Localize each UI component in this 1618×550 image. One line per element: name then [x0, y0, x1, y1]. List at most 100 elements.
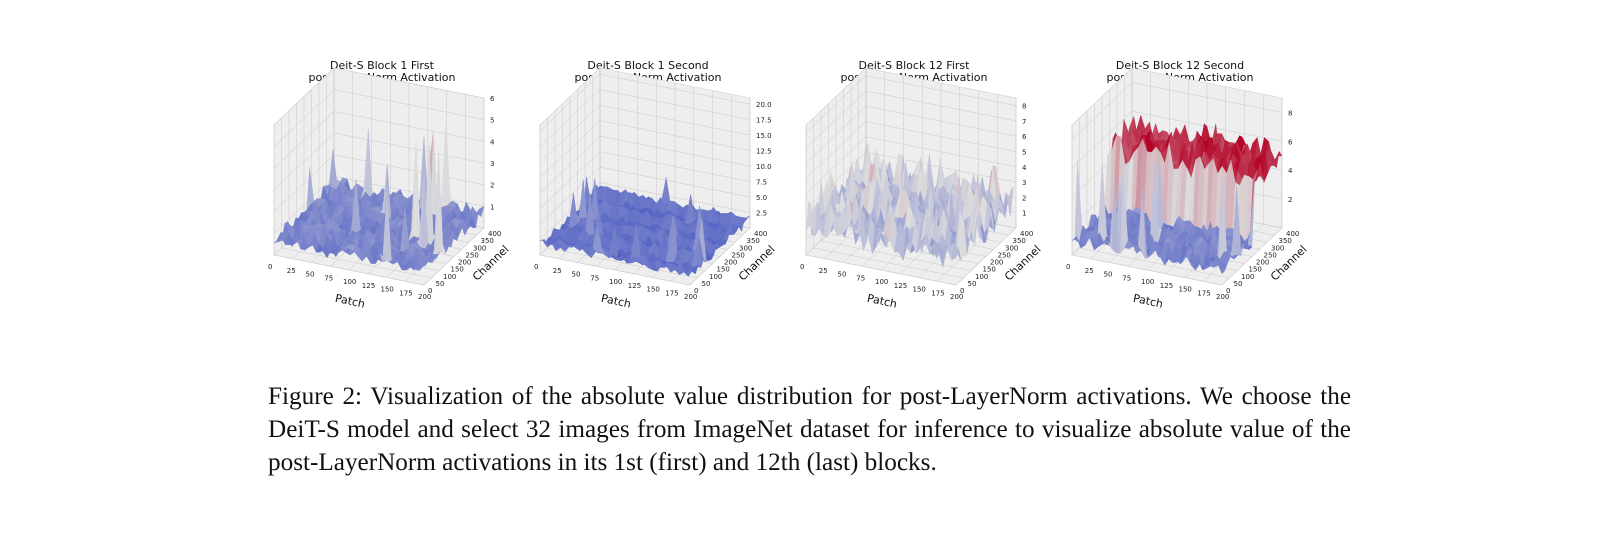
surface [805, 142, 1017, 268]
panel-title-line1: Deit-S Block 1 First [330, 59, 434, 72]
x-tick-label: 25 [819, 267, 828, 275]
panel-title-line1: Deit-S Block 1 Second [587, 59, 709, 72]
y-tick-label: 200 [1256, 259, 1269, 267]
z-tick-label: 6 [1288, 138, 1293, 146]
x-tick-label: 175 [665, 289, 678, 297]
z-tick-label: 6 [490, 95, 495, 103]
y-tick-label: 50 [702, 280, 711, 288]
z-tick-label: 3 [490, 160, 494, 168]
y-tick-label: 0 [694, 287, 698, 295]
x-tick-label: 75 [324, 274, 333, 282]
x-axis-label: Patch [866, 292, 898, 311]
y-tick-label: 300 [739, 244, 752, 252]
y-tick-label: 100 [443, 273, 456, 281]
panel-title-line1: Deit-S Block 12 Second [1115, 59, 1245, 72]
x-tick-label: 100 [875, 278, 888, 286]
y-tick-label: 100 [975, 273, 988, 281]
z-tick-label: 1 [1022, 210, 1026, 218]
y-tick-label: 50 [436, 280, 445, 288]
figure-caption: Figure 2: Visualization of the absolute … [268, 383, 1351, 476]
y-tick-label: 0 [1226, 287, 1230, 295]
y-tick-label: 350 [1279, 237, 1292, 245]
y-tick-label: 300 [1005, 244, 1018, 252]
x-tick-label: 175 [399, 289, 412, 297]
y-tick-label: 150 [717, 266, 730, 274]
y-tick-label: 250 [998, 251, 1011, 259]
x-tick-label: 0 [1066, 263, 1070, 271]
x-tick-label: 200 [418, 293, 431, 301]
z-tick-label: 20.0 [756, 101, 772, 109]
y-tick-label: 0 [428, 287, 432, 295]
y-tick-label: 250 [466, 251, 479, 259]
x-tick-label: 0 [534, 263, 538, 271]
surface-facet [685, 268, 693, 277]
z-tick-label: 10.0 [756, 163, 772, 171]
z-tick-label: 8 [1022, 103, 1026, 111]
z-tick-label: 12.5 [756, 148, 772, 156]
surface-plot-canvas: 0 25 50 75 100 125 150 175 200050100150200250300… [268, 67, 512, 311]
surface [539, 176, 751, 277]
x-tick-label: 75 [856, 274, 865, 282]
surface [1071, 114, 1283, 275]
z-tick-label: 5 [1022, 149, 1026, 157]
surface-plot-block12-first: Deit-S Block 12 First post-LayerNorm Act… [764, 52, 1064, 362]
surface-plot-block1-first: Deit-S Block 1 First post-LayerNorm Acti… [232, 52, 532, 362]
x-tick-label: 50 [306, 271, 315, 279]
y-tick-label: 0 [960, 287, 964, 295]
x-tick-label: 100 [609, 278, 622, 286]
z-tick-label: 3 [1022, 179, 1026, 187]
x-axis-label: Patch [600, 292, 632, 311]
x-tick-label: 200 [950, 293, 963, 301]
x-tick-label: 125 [628, 282, 641, 290]
surface-plot-canvas: 0 25 50 75 100 125 150 175 200050100150200250300… [534, 67, 778, 311]
x-tick-label: 175 [1197, 289, 1210, 297]
surface-plot-block1-second: Deit-S Block 1 Second post-LayerNorm Act… [498, 52, 798, 362]
z-tick-label: 4 [1288, 167, 1293, 175]
surface-facet [1217, 263, 1225, 275]
y-tick-label: 50 [1234, 280, 1243, 288]
x-tick-label: 125 [894, 282, 907, 290]
y-tick-label: 400 [754, 230, 767, 238]
z-tick-label: 2 [1022, 194, 1026, 202]
surface-plot-canvas: 0 25 50 75 100 125 150 175 200050100150200250300… [1066, 67, 1310, 311]
y-tick-label: 400 [1020, 230, 1033, 238]
z-tick-label: 5.0 [756, 194, 767, 202]
z-tick-label: 2.5 [756, 210, 767, 218]
x-tick-label: 50 [838, 271, 847, 279]
x-tick-label: 0 [268, 263, 272, 271]
figure-row: Deit-S Block 1 First post-LayerNorm Acti… [232, 52, 1330, 362]
x-tick-label: 50 [1104, 271, 1113, 279]
y-tick-label: 350 [481, 237, 494, 245]
x-axis-label: Patch [1132, 292, 1164, 311]
surface-plot-canvas: 0 25 50 75 100 125 150 175 200050100150200250300… [800, 67, 1044, 311]
surface-plot-block12-second: Deit-S Block 12 Second post-LayerNorm Ac… [1030, 52, 1330, 362]
z-tick-label: 4 [1022, 164, 1027, 172]
y-tick-label: 150 [1249, 266, 1262, 274]
x-tick-label: 0 [800, 263, 804, 271]
y-tick-label: 400 [1286, 230, 1299, 238]
z-tick-label: 6 [1022, 133, 1027, 141]
x-tick-label: 125 [362, 282, 375, 290]
z-tick-label: 17.5 [756, 117, 772, 125]
y-tick-label: 100 [1241, 273, 1254, 281]
z-tick-label: 1 [490, 203, 494, 211]
y-tick-label: 300 [1271, 244, 1284, 252]
x-tick-label: 175 [931, 289, 944, 297]
x-tick-label: 75 [1122, 274, 1131, 282]
surface-facet [951, 242, 959, 261]
z-tick-label: 5 [490, 117, 494, 125]
y-tick-label: 200 [458, 259, 471, 267]
surface [273, 123, 485, 271]
z-tick-label: 2 [490, 182, 494, 190]
x-tick-label: 200 [684, 293, 697, 301]
x-tick-label: 25 [287, 267, 296, 275]
y-tick-label: 200 [724, 259, 737, 267]
y-tick-label: 50 [968, 280, 977, 288]
x-tick-label: 150 [647, 286, 660, 294]
x-tick-label: 100 [343, 278, 356, 286]
x-tick-label: 150 [381, 286, 394, 294]
x-tick-label: 25 [1085, 267, 1094, 275]
z-tick-label: 7 [1022, 118, 1026, 126]
z-tick-label: 7.5 [756, 179, 767, 187]
z-tick-label: 15.0 [756, 132, 772, 140]
